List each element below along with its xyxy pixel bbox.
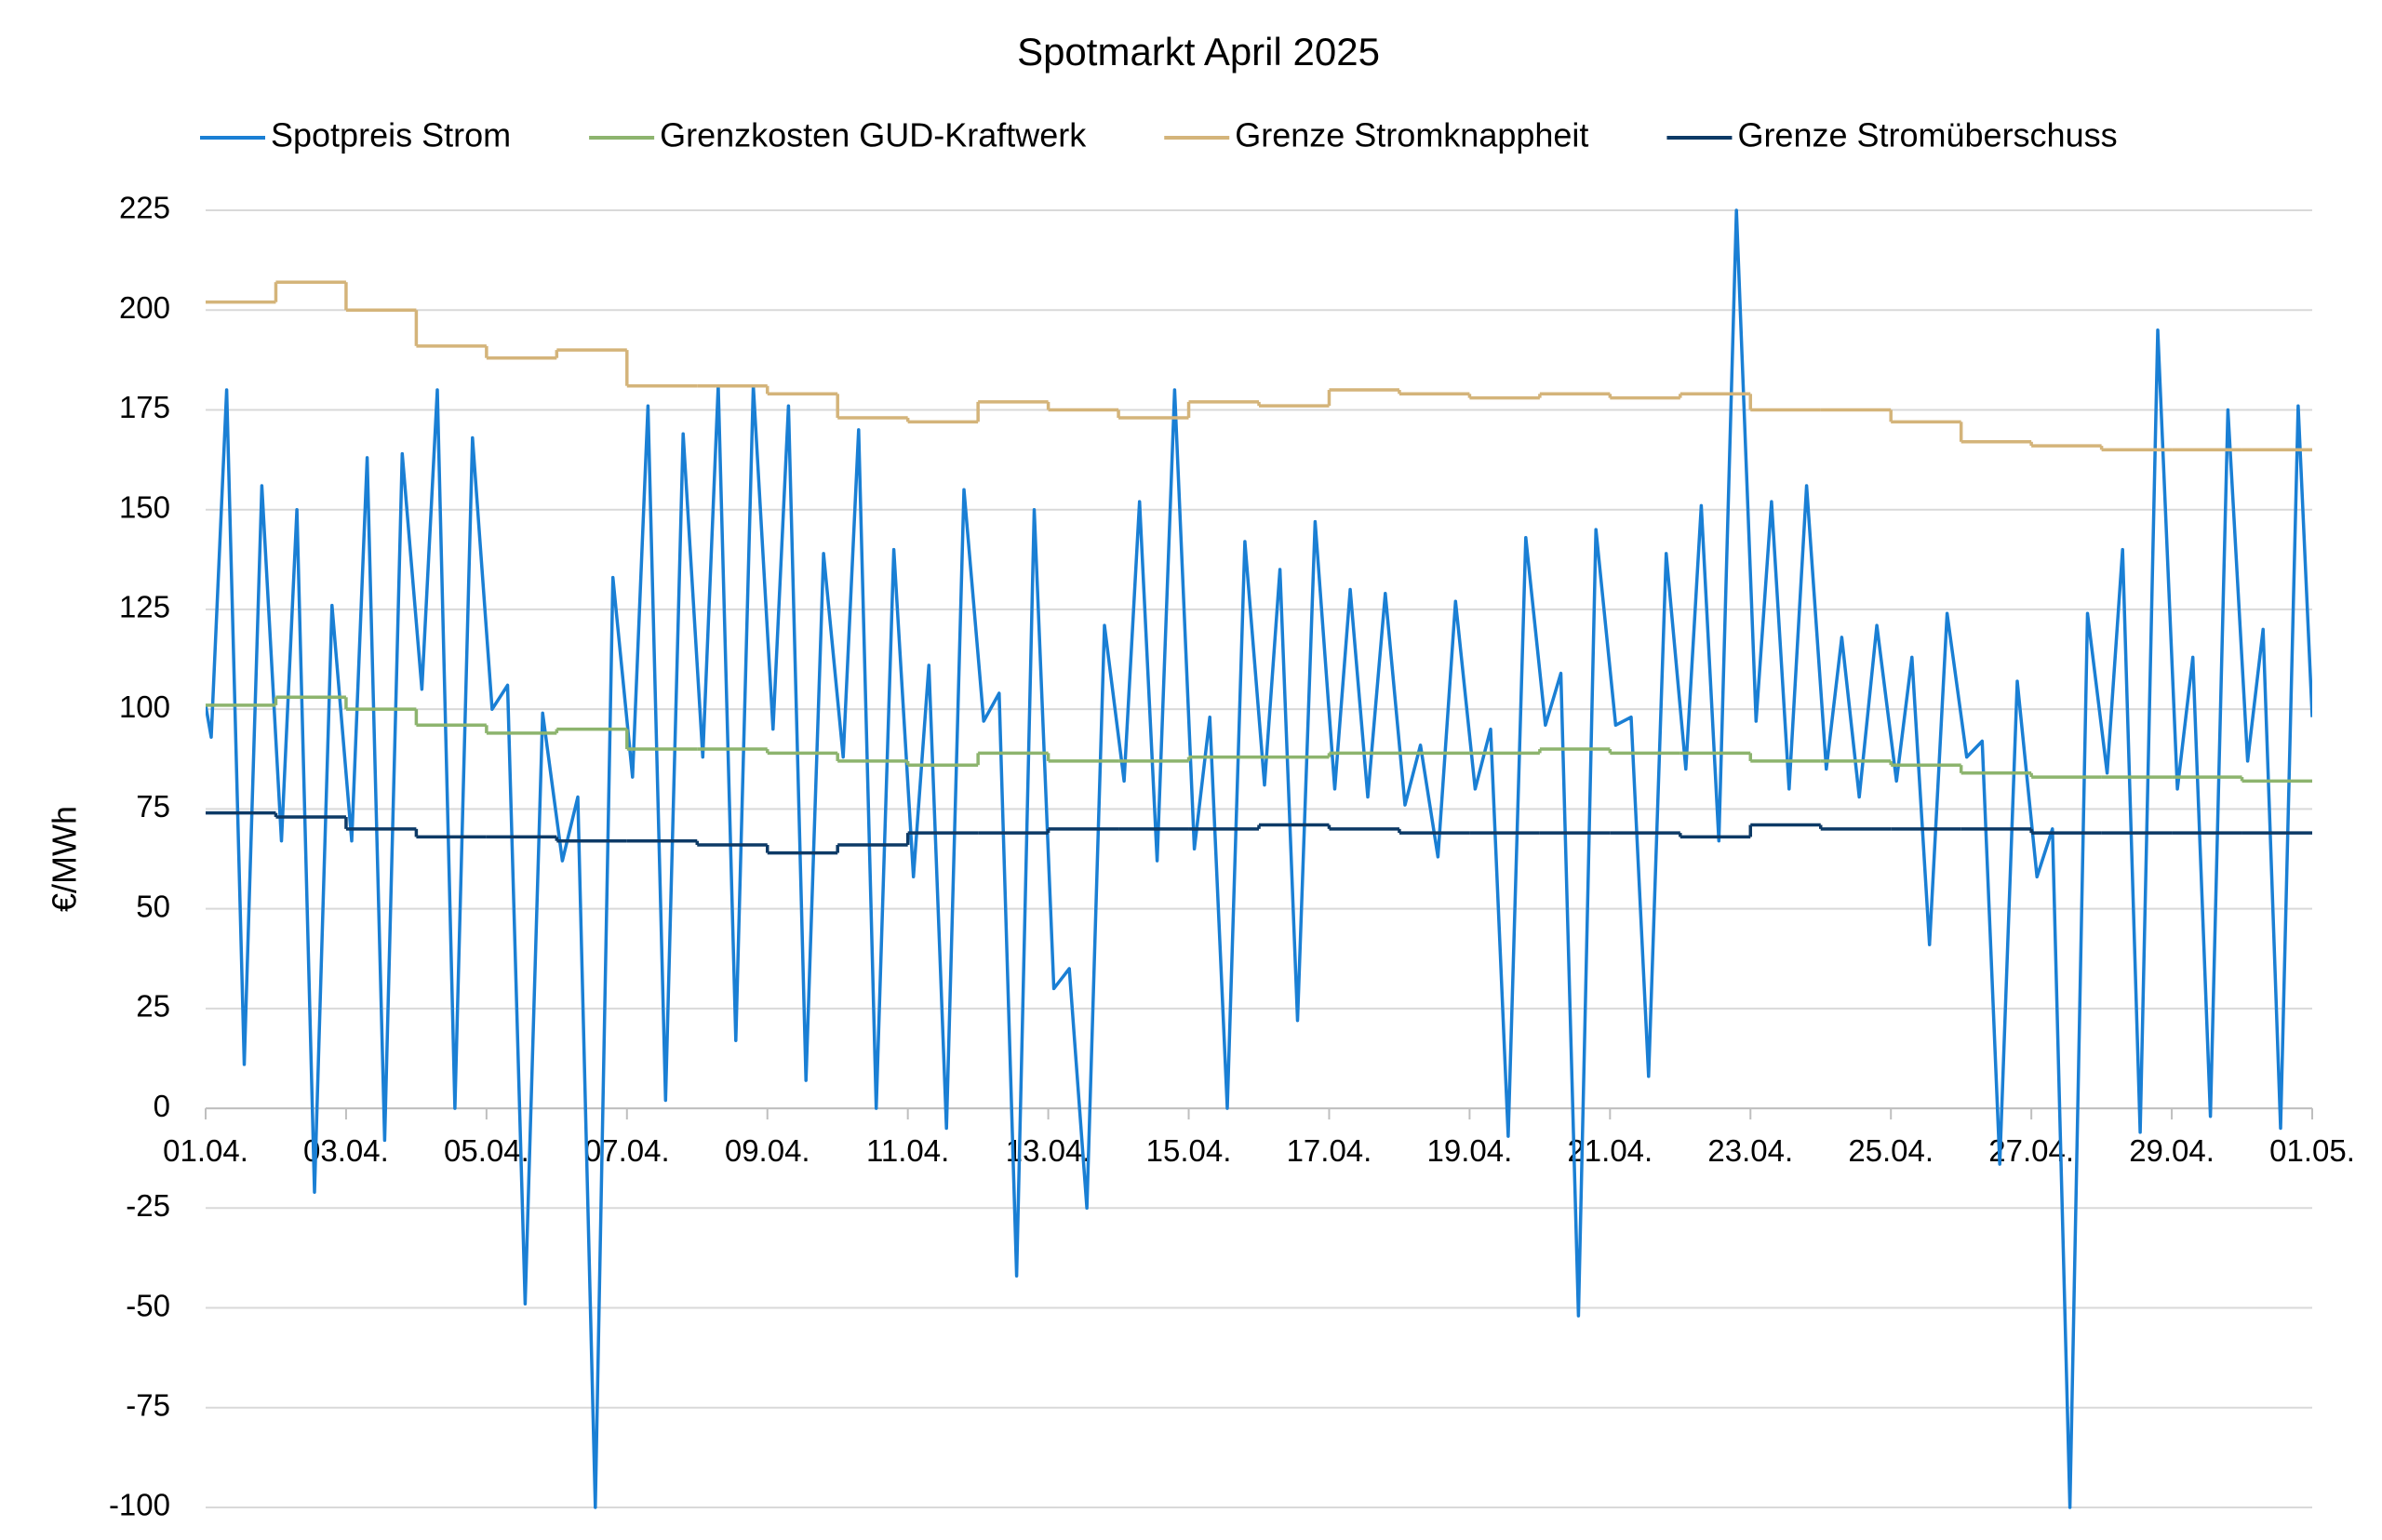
x-tick-label: 29.04. [2129, 1133, 2215, 1168]
x-tick-label: 21.04. [1567, 1133, 1653, 1168]
legend-label: Grenze Stromknappheit [1235, 116, 1588, 154]
x-tick-label: 17.04. [1287, 1133, 1372, 1168]
x-tick-label: 23.04. [1707, 1133, 1793, 1168]
x-tick-label: 19.04. [1427, 1133, 1513, 1168]
y-tick-label: 150 [119, 489, 170, 524]
y-tick-label: 0 [154, 1089, 170, 1123]
x-tick-label: 15.04. [1146, 1133, 1232, 1168]
x-tick-label: 11.04. [866, 1133, 949, 1168]
x-tick-label: 25.04. [1848, 1133, 1934, 1168]
y-tick-label: 125 [119, 590, 170, 624]
y-tick-label: 100 [119, 690, 170, 724]
legend-label: Grenzkosten GUD-Kraftwerk [660, 116, 1087, 154]
y-axis-title: €/MWh [46, 806, 84, 912]
y-tick-label: -50 [126, 1288, 170, 1322]
y-tick-label: 175 [119, 390, 170, 424]
x-tick-label: 01.05. [2269, 1133, 2355, 1168]
y-tick-label: -25 [126, 1188, 170, 1223]
y-tick-label: 75 [136, 789, 170, 824]
y-tick-label: 25 [136, 989, 170, 1024]
legend-label: Spotpreis Strom [271, 116, 511, 154]
line-series [206, 208, 2312, 1509]
chart-title: Spotmarkt April 2025 [1017, 30, 1380, 74]
y-tick-label: -75 [126, 1387, 170, 1422]
x-tick-label: 01.04. [163, 1133, 248, 1168]
y-tick-label: 200 [119, 290, 170, 325]
y-tick-label: -100 [109, 1488, 170, 1522]
legend-label: Grenze Stromüberschuss [1737, 116, 2117, 154]
x-tick-label: 09.04. [725, 1133, 810, 1168]
y-tick-label: 225 [119, 191, 170, 225]
x-tick-label: 05.04. [444, 1133, 529, 1168]
x-tick-label: 07.04. [584, 1133, 670, 1168]
y-tick-label: 50 [136, 889, 170, 923]
